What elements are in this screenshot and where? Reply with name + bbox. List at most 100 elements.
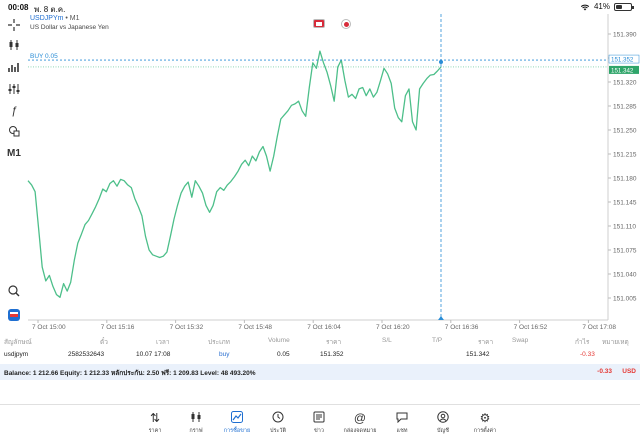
col-swap: Swap xyxy=(512,337,529,344)
col-volume: Volume xyxy=(268,337,290,344)
candles-icon xyxy=(176,411,216,425)
current-price-label: 151.342 xyxy=(611,67,634,74)
tab-settings[interactable]: ⚙ การตั้งค่า xyxy=(465,411,505,435)
col-tp: T/P xyxy=(432,337,443,344)
col-price: ราคา xyxy=(326,339,342,346)
tab-label: ประวัติ xyxy=(269,428,287,434)
tab-label: ข่าว xyxy=(314,428,324,434)
timeframe-button[interactable]: M1 xyxy=(7,147,21,159)
chat-icon xyxy=(382,411,422,425)
col-profit: กำไร xyxy=(575,339,590,346)
tab-label: กราฟ xyxy=(189,428,203,434)
chart-description: US Dollar vs Japanese Yen xyxy=(30,24,109,31)
col-comment: หมายเหตุ xyxy=(602,339,629,346)
tab-label: บัญชี xyxy=(437,428,449,434)
chart-timeframe: • M1 xyxy=(65,15,80,22)
tab-chart[interactable]: กราฟ xyxy=(176,411,216,435)
crosshair-icon[interactable] xyxy=(4,16,24,34)
candles-icon[interactable] xyxy=(4,36,24,54)
indicators-icon[interactable] xyxy=(4,58,24,76)
col-time: เวลา xyxy=(156,339,170,346)
wifi-icon xyxy=(580,4,590,10)
buy-level-badge xyxy=(608,54,640,64)
tab-label: แชท xyxy=(396,428,408,434)
x-tick-label: 7 Oct 15:16 xyxy=(101,324,135,331)
chart-symbol: USDJPYm xyxy=(30,15,64,22)
y-tick-label: 151.075 xyxy=(613,248,637,255)
battery-icon xyxy=(614,2,634,11)
balance-bar: Balance: 1 212.66 Equity: 1 212.33 หลักป… xyxy=(0,364,640,380)
bottom-tab-bar: ⇅ ราคา กราฟ การซื้อขาย ประวัติ ข่าว @ กล… xyxy=(0,404,640,447)
y-tick-label: 151.285 xyxy=(613,104,637,111)
row-volume: 0.05 xyxy=(277,351,290,358)
x-tick-label: 7 Oct 16:20 xyxy=(376,324,410,331)
tab-label: ราคา xyxy=(148,428,162,434)
news-icon xyxy=(299,411,339,425)
objects-icon[interactable] xyxy=(4,122,24,140)
price-series-line xyxy=(27,50,442,298)
history-icon xyxy=(258,411,298,425)
row-type: buy xyxy=(219,351,230,358)
y-tick-label: 151.110 xyxy=(613,224,636,231)
tab-mailbox[interactable]: @ กล่องจดหมาย xyxy=(340,411,380,435)
tab-account[interactable]: บัญชี xyxy=(423,411,463,435)
row-price: 151.352 xyxy=(320,351,344,358)
account-icon xyxy=(423,411,463,425)
tab-label: การตั้งค่า xyxy=(473,428,497,434)
total-profit: -0.33 xyxy=(597,368,612,375)
x-tick-label: 7 Oct 15:32 xyxy=(170,324,204,331)
col-current-price: ราคา xyxy=(478,339,494,346)
one-click-trading-icon[interactable] xyxy=(4,306,24,324)
y-tick-label: 151.040 xyxy=(613,272,637,279)
x-tick-label: 7 Oct 16:04 xyxy=(307,324,341,331)
row-profit: -0.33 xyxy=(580,351,595,358)
row-time: 10.07 17:08 xyxy=(136,351,171,358)
function-icon[interactable]: ƒ xyxy=(10,105,18,117)
tab-label: การซื้อขาย xyxy=(223,428,251,434)
tab-news[interactable]: ข่าว xyxy=(299,411,339,435)
x-tick-label: 7 Oct 16:52 xyxy=(514,324,548,331)
chart-toolbar: ƒ M1 xyxy=(0,14,28,334)
y-tick-label: 151.390 xyxy=(613,32,637,39)
col-sl: S/L xyxy=(382,337,392,344)
tab-label: กล่องจดหมาย xyxy=(343,428,377,434)
battery-percent: 41% xyxy=(593,2,610,11)
profit-currency: USD xyxy=(622,368,636,375)
us-flag-icon xyxy=(313,19,325,28)
balance-info: Balance: 1 212.66 Equity: 1 212.33 หลักป… xyxy=(4,370,256,377)
tab-chat[interactable]: แชท xyxy=(382,411,422,435)
price-chart[interactable]: 151.390151.355151.320151.285151.250151.2… xyxy=(0,0,640,334)
tab-history[interactable]: ประวัติ xyxy=(258,411,298,435)
col-symbol: สัญลักษณ์ xyxy=(4,339,32,346)
row-symbol: usdjpym xyxy=(4,351,29,358)
table-row[interactable]: usdjpym 2582532643 10.07 17:08 buy 0.05 … xyxy=(0,348,640,362)
x-tick-label: 7 Oct 15:48 xyxy=(238,324,272,331)
y-tick-label: 151.180 xyxy=(613,176,637,183)
trade-table: สัญลักษณ์ ตั๋ว เวลา ประเภท Volume ราคา S… xyxy=(0,334,640,362)
status-bar: 00:08 พ. 8 ต.ค. 41% xyxy=(0,0,640,14)
cursor-dot xyxy=(439,60,443,64)
col-ticket: ตั๋ว xyxy=(100,339,108,346)
arrows-updown-icon: ⇅ xyxy=(149,411,161,425)
status-time: 00:08 xyxy=(8,3,29,12)
settings-sliders-icon[interactable] xyxy=(4,80,24,98)
tab-quotes[interactable]: ⇅ ราคา xyxy=(135,411,175,435)
buy-level-label: BUY 0.05 xyxy=(30,53,58,60)
y-tick-label: 151.215 xyxy=(613,152,637,159)
row-current-price: 151.342 xyxy=(466,351,490,358)
chart-title: USDJPYm • M1 xyxy=(30,15,80,22)
zoom-search-icon[interactable] xyxy=(4,282,24,300)
y-tick-label: 151.250 xyxy=(613,128,637,135)
current-price-badge xyxy=(609,65,639,74)
y-tick-label: 151.005 xyxy=(613,296,637,303)
tab-trade[interactable]: การซื้อขาย xyxy=(217,411,257,435)
table-header: สัญลักษณ์ ตั๋ว เวลา ประเภท Volume ราคา S… xyxy=(0,334,640,348)
x-tick-label: 7 Oct 17:08 xyxy=(582,324,616,331)
y-tick-label: 151.145 xyxy=(613,200,637,207)
trade-chart-icon xyxy=(217,411,257,425)
buy-level-price: 151.352 xyxy=(611,57,634,64)
status-date: พ. 8 ต.ค. xyxy=(34,5,66,14)
x-tick-label: 7 Oct 15:00 xyxy=(32,324,66,331)
jp-flag-icon xyxy=(341,19,351,29)
col-type: ประเภท xyxy=(208,339,230,346)
